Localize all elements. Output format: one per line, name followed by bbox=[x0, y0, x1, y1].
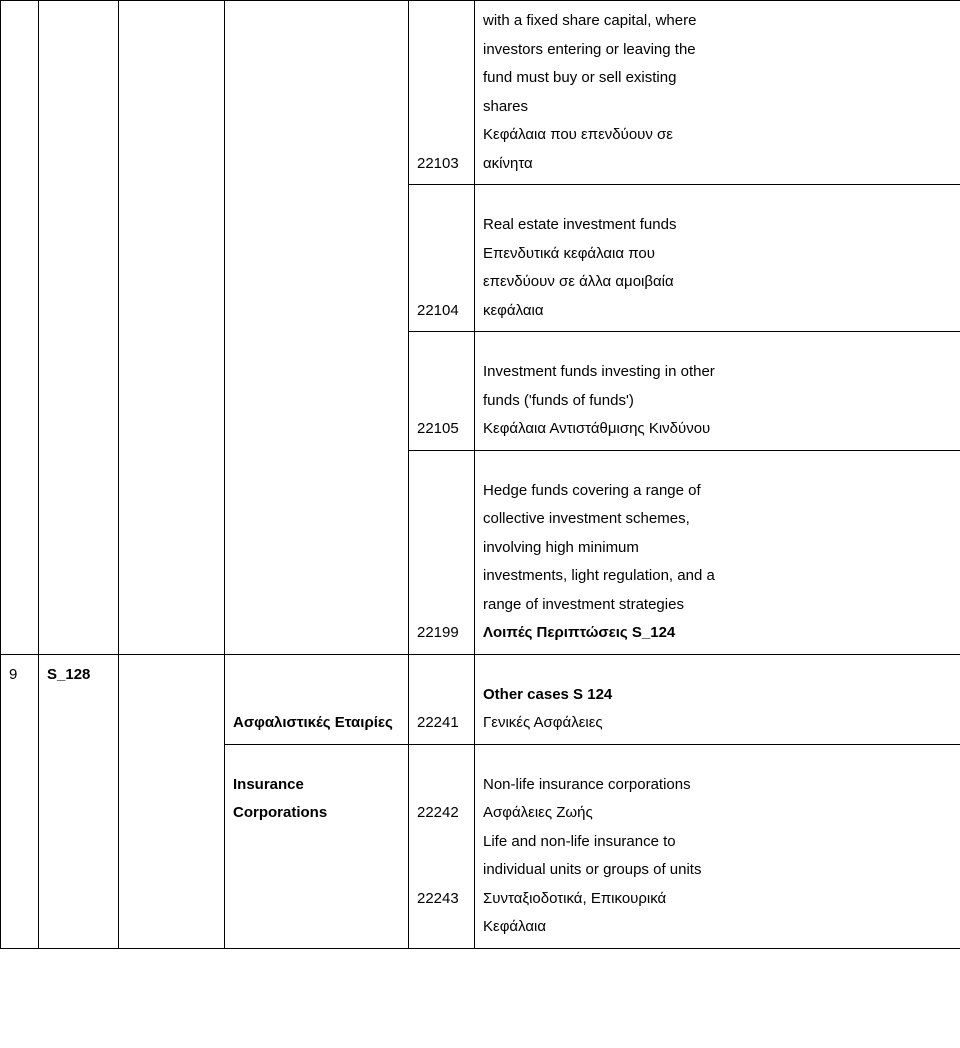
desc-cell: Investment funds investing in other fund… bbox=[475, 332, 960, 451]
code-text: 22241 bbox=[417, 714, 459, 731]
cell bbox=[119, 654, 225, 948]
code-text: 22243 bbox=[417, 890, 459, 907]
cell-text: funds ('funds of funds') bbox=[483, 392, 634, 409]
cell-text: Κεφάλαια Αντιστάθμισης Κινδύνου bbox=[483, 420, 710, 437]
cell-text: S_128 bbox=[47, 666, 90, 683]
cell bbox=[225, 1, 409, 655]
code-text: 22104 bbox=[417, 302, 459, 319]
cell-text: Κεφάλαια bbox=[483, 918, 546, 935]
cell: Ασφαλιστικές Εταιρίες bbox=[225, 654, 409, 744]
page: 22103 with a fixed share capital, where … bbox=[0, 0, 960, 1048]
code-cell: 22104 bbox=[409, 185, 475, 332]
cell-text: Non-life insurance corporations bbox=[483, 776, 691, 793]
cell-text: Κεφάλαια που επενδύουν σε bbox=[483, 126, 673, 143]
cell-text: investments, light regulation, and a bbox=[483, 567, 715, 584]
code-text: 22242 bbox=[417, 804, 459, 821]
cell-text: Ασφαλιστικές Εταιρίες bbox=[233, 714, 393, 731]
code-cell: 22241 bbox=[409, 654, 475, 744]
cell-text: Other cases S 124 bbox=[483, 686, 612, 703]
desc-cell: Non-life insurance corporations Ασφάλειε… bbox=[475, 744, 960, 948]
cell: Insurance Corporations bbox=[225, 744, 409, 948]
cell-text: κεφάλαια bbox=[483, 302, 544, 319]
cell-text: Investment funds investing in other bbox=[483, 363, 715, 380]
table-row: 9 S_128 Ασφαλιστικές Εταιρίες 22241 Othe… bbox=[1, 654, 960, 744]
cell-text: range of investment strategies bbox=[483, 596, 684, 613]
cell-text: individual units or groups of units bbox=[483, 861, 701, 878]
code-cell: 22105 bbox=[409, 332, 475, 451]
cell: 9 bbox=[1, 654, 39, 948]
cell-text: Real estate investment funds bbox=[483, 216, 676, 233]
cell-text: involving high minimum bbox=[483, 539, 639, 556]
cell-text: Insurance Corporations bbox=[233, 776, 327, 822]
cell-text: collective investment schemes, bbox=[483, 510, 690, 527]
cell-text: Λοιπές Περιπτώσεις S_124 bbox=[483, 624, 675, 641]
cell-text: investors entering or leaving the bbox=[483, 41, 696, 58]
cell-text: shares bbox=[483, 98, 528, 115]
desc-cell: Other cases S 124 Γενικές Ασφάλειες bbox=[475, 654, 960, 744]
cell-text: 9 bbox=[9, 666, 17, 683]
cell-text: Hedge funds covering a range of bbox=[483, 482, 701, 499]
cell: S_128 bbox=[39, 654, 119, 948]
code-cell: 22199 bbox=[409, 450, 475, 654]
code-cell: 22242 22243 bbox=[409, 744, 475, 948]
code-text: 22103 bbox=[417, 155, 459, 172]
code-text: 22199 bbox=[417, 624, 459, 641]
desc-cell: with a fixed share capital, where invest… bbox=[475, 1, 960, 185]
cell-text: ακίνητα bbox=[483, 155, 533, 172]
code-cell: 22103 bbox=[409, 1, 475, 185]
cell bbox=[39, 1, 119, 655]
cell bbox=[119, 1, 225, 655]
cell-text: fund must buy or sell existing bbox=[483, 69, 676, 86]
cell bbox=[1, 1, 39, 655]
table-row: 22103 with a fixed share capital, where … bbox=[1, 1, 960, 185]
cell-text: with a fixed share capital, where bbox=[483, 12, 696, 29]
cell-text: επενδύουν σε άλλα αμοιβαία bbox=[483, 273, 674, 290]
cell-text: Επενδυτικά κεφάλαια που bbox=[483, 245, 655, 262]
cell-text: Γενικές Ασφάλειες bbox=[483, 714, 603, 731]
code-text: 22105 bbox=[417, 420, 459, 437]
cell-text: Ασφάλειες Ζωής bbox=[483, 804, 593, 821]
cell-text: Life and non-life insurance to bbox=[483, 833, 676, 850]
classification-table: 22103 with a fixed share capital, where … bbox=[0, 0, 960, 949]
cell-text: Συνταξιοδοτικά, Επικουρικά bbox=[483, 890, 666, 907]
desc-cell: Real estate investment funds Επενδυτικά … bbox=[475, 185, 960, 332]
desc-cell: Hedge funds covering a range of collecti… bbox=[475, 450, 960, 654]
